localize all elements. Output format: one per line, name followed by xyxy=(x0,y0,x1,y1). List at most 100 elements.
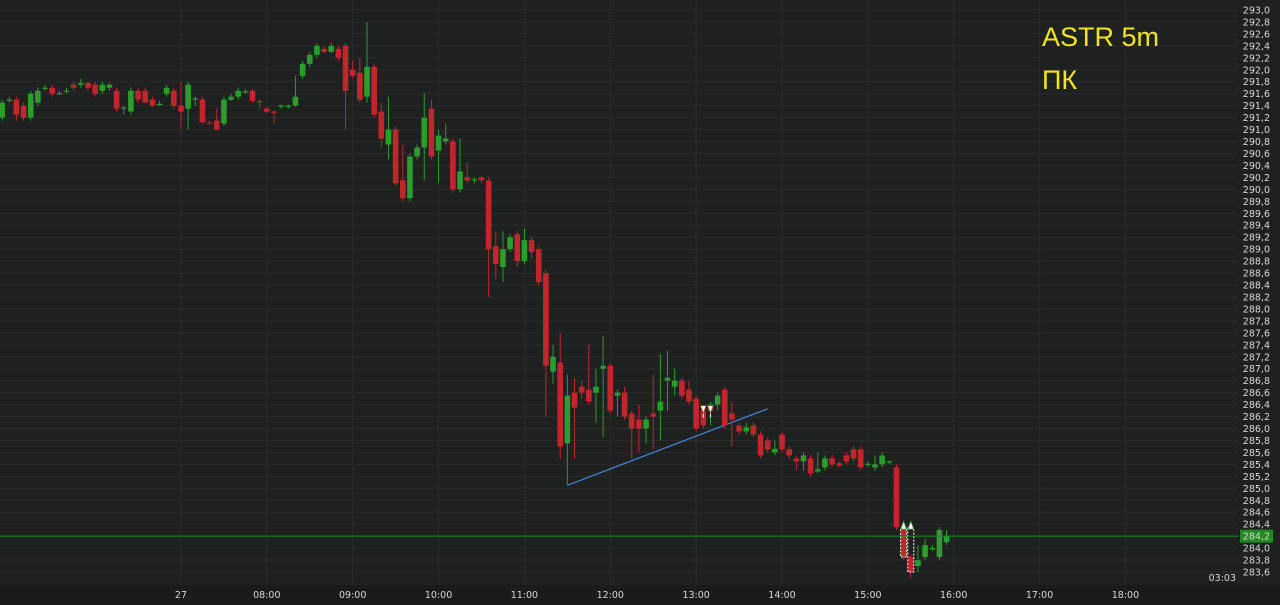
candle-up xyxy=(242,91,249,93)
price-tick-label: 286,6 xyxy=(1243,388,1270,399)
price-tick-label: 285,8 xyxy=(1243,436,1270,447)
time-tick-label: 18:00 xyxy=(1112,590,1139,601)
candle-down xyxy=(900,527,907,558)
chart-title: ASTR 5m xyxy=(1042,22,1160,52)
candle-up xyxy=(743,427,750,432)
price-tick-label: 290,0 xyxy=(1243,185,1270,196)
candle-down xyxy=(349,69,356,76)
candle-down xyxy=(142,90,148,103)
candle-down xyxy=(528,240,535,253)
candle-down xyxy=(543,273,549,366)
candle-up xyxy=(278,105,284,107)
candle-up xyxy=(128,90,134,112)
candle-down xyxy=(571,392,578,408)
candle-down xyxy=(621,392,628,417)
candle-up xyxy=(221,99,227,124)
trendline-layer xyxy=(567,408,768,486)
candle-down xyxy=(20,105,27,118)
candle-down xyxy=(793,458,800,462)
price-tick-label: 286,8 xyxy=(1243,376,1270,387)
candle-down xyxy=(371,66,377,115)
candle-down xyxy=(264,108,270,112)
candle-up xyxy=(879,455,885,465)
candle-down xyxy=(557,362,563,447)
timer-label: 03:03 xyxy=(1209,573,1236,584)
candle-down xyxy=(636,419,642,429)
buy-arrow-icon xyxy=(900,520,908,530)
price-tick-label: 292,2 xyxy=(1243,53,1270,64)
candle-down xyxy=(700,410,707,426)
candle-up xyxy=(664,377,671,381)
time-tick-label: 14:00 xyxy=(768,590,795,601)
candle-down xyxy=(850,449,857,459)
time-tick-label: 10:00 xyxy=(425,590,452,601)
candle-up xyxy=(922,545,928,558)
candle-down xyxy=(113,90,120,109)
candle-down xyxy=(199,99,206,123)
candle-up xyxy=(156,103,163,106)
time-axis-background xyxy=(0,585,1280,605)
price-tick-label: 288,0 xyxy=(1243,304,1270,315)
candle-up xyxy=(228,96,234,100)
candle-down xyxy=(829,458,835,465)
price-tick-label: 288,6 xyxy=(1243,269,1270,280)
candle-down xyxy=(693,398,699,429)
candle-up xyxy=(865,463,871,465)
time-axis[interactable]: 27 08:00 09:00 10:00 11:00 12:00 13:00 14:00 15:… xyxy=(175,590,1139,601)
price-tick-label: 291,4 xyxy=(1243,101,1270,112)
price-tick-label: 285,4 xyxy=(1243,460,1270,471)
candle-up xyxy=(421,117,428,148)
time-tick-label: 16:00 xyxy=(940,590,967,601)
price-tick-label: 284,6 xyxy=(1243,508,1270,519)
candle-down xyxy=(206,122,213,124)
price-tick-label: 288,2 xyxy=(1243,292,1270,303)
candle-up xyxy=(772,448,778,453)
candle-up xyxy=(42,87,48,89)
price-axis[interactable]: 293,0292,8292,6292,4292,2292,0291,8291,6… xyxy=(1240,6,1273,579)
candle-down xyxy=(650,413,657,417)
time-tick-label: 09:00 xyxy=(339,590,366,601)
candle-up xyxy=(943,536,950,543)
candle-up xyxy=(564,395,571,444)
candles xyxy=(0,21,950,578)
time-tick-label: 15:00 xyxy=(854,590,881,601)
candle-up xyxy=(521,240,528,262)
price-tick-label: 293,0 xyxy=(1243,6,1270,17)
candle-down xyxy=(135,90,141,100)
candle-up xyxy=(872,464,878,468)
candle-down xyxy=(679,380,685,396)
candle-up xyxy=(600,365,606,369)
candle-down xyxy=(807,458,814,474)
price-tick-label: 285,2 xyxy=(1243,472,1270,483)
price-tick-label: 287,6 xyxy=(1243,328,1270,339)
candle-down xyxy=(49,87,55,94)
candle-down xyxy=(399,180,406,199)
price-tick-label: 291,0 xyxy=(1243,125,1270,136)
candle-down xyxy=(578,386,585,393)
candle-down xyxy=(271,111,277,113)
sell-arrow-icon xyxy=(699,405,707,415)
candle-down xyxy=(607,365,614,411)
price-tick-label: 290,8 xyxy=(1243,137,1270,148)
candle-down xyxy=(478,177,485,181)
candle-down xyxy=(836,463,843,466)
trendline xyxy=(567,408,768,486)
candle-up xyxy=(235,90,242,97)
price-tick-label: 289,6 xyxy=(1243,209,1270,220)
candle-up xyxy=(120,107,127,109)
candle-up xyxy=(814,469,821,472)
price-tick-label: 291,6 xyxy=(1243,89,1270,100)
candle-up xyxy=(822,458,828,468)
candle-down xyxy=(485,180,492,250)
price-tick-label: 287,0 xyxy=(1243,364,1270,375)
candle-up xyxy=(886,461,893,463)
candle-down xyxy=(757,434,764,456)
candle-up xyxy=(507,237,513,250)
candle-down xyxy=(857,449,864,468)
candle-up xyxy=(414,147,420,157)
candle-up xyxy=(78,82,84,85)
candle-down xyxy=(171,90,177,106)
price-tick-label: 291,8 xyxy=(1243,77,1270,88)
candle-down xyxy=(893,467,900,528)
